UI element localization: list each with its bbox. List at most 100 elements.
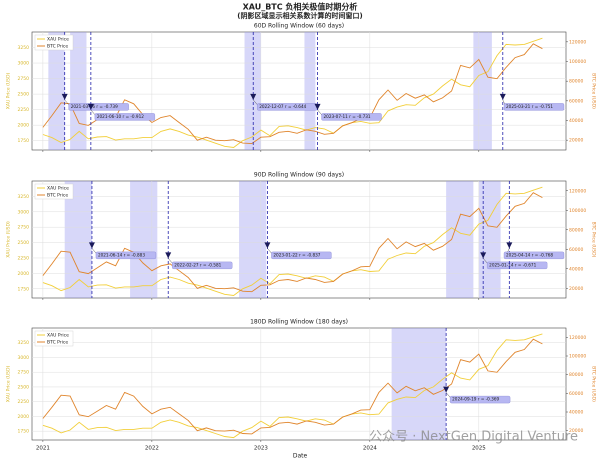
annotation-marker (499, 93, 506, 100)
y2-tick-label: 100000 (569, 354, 586, 360)
annotation-text: 2023-07-11 r = -0.731 (324, 114, 371, 119)
y-tick-label: 1750 (18, 138, 30, 144)
x-tick-label: 2022 (145, 446, 159, 452)
annotation-text: 2025-01-14 r = -0.671 (489, 262, 536, 267)
y2-tick-label: 120000 (569, 188, 586, 194)
series-line (42, 192, 543, 293)
legend-label: BTC Price (47, 340, 68, 346)
series-line (42, 37, 543, 148)
legend-label: BTC Price (47, 193, 68, 199)
y-tick-label: 3250 (18, 45, 30, 51)
y-tick-label: 3000 (18, 61, 30, 67)
annotation-marker (314, 103, 321, 110)
plot-area (31, 180, 567, 299)
series-line (42, 333, 543, 439)
x-tick-label: 2023 (254, 446, 268, 452)
y-tick-label: 2500 (18, 240, 30, 246)
y-tick-label: 1750 (18, 429, 30, 435)
annotation-box (68, 103, 129, 111)
y2-tick-label: 120000 (569, 335, 586, 341)
y2-tick-label: 120000 (569, 39, 586, 45)
annotation-text: 2021-06-10 r = -0.912 (97, 114, 144, 119)
annotation-marker (165, 252, 172, 259)
window-span (391, 328, 447, 440)
annotation-marker (250, 93, 257, 100)
annotation-text: 2024-09-19 r = -0.369 (452, 397, 499, 402)
y2-tick-label: 20000 (569, 428, 583, 434)
y-tick-label: 2250 (18, 399, 30, 405)
y-tick-label: 1750 (18, 286, 30, 292)
y-tick-label: 2000 (18, 414, 30, 420)
annotation-box (271, 251, 332, 260)
annotation-marker (443, 386, 450, 393)
y-axis-label: XAU Price (USD) (6, 221, 12, 258)
y2-tick-label: 80000 (569, 227, 583, 233)
window-span (478, 181, 501, 298)
y2-axis-label: BTC Price (USD) (591, 222, 597, 258)
window-span (130, 181, 158, 298)
y-tick-label: 2750 (18, 225, 30, 231)
y2-axis-label: BTC Price (USD) (591, 366, 597, 402)
annotation-box (321, 113, 382, 121)
y-tick-label: 3000 (18, 355, 30, 361)
series-line (42, 338, 543, 435)
window-span (446, 181, 474, 298)
annotation-text: 2025-04-14 r = -0.768 (506, 252, 553, 257)
y-tick-label: 2750 (18, 370, 30, 376)
annotation-box (95, 251, 157, 260)
y-tick-label: 2000 (18, 271, 30, 277)
plot-area (31, 31, 567, 151)
y-tick-label: 2750 (18, 76, 30, 82)
plot-area (31, 327, 567, 441)
annotation-text: 2022-02-27 r = -0.581 (174, 262, 221, 267)
panel-title: 60D Rolling Window (60 days) (254, 23, 344, 30)
annotation-box (503, 251, 565, 260)
annotation-box (449, 395, 511, 404)
annotation-text: 2025-03-21 r = -0.751 (506, 104, 553, 109)
y-axis-label: XAU Price (USD) (6, 366, 12, 403)
y2-tick-label: 60000 (569, 391, 583, 397)
annotation-marker (480, 252, 487, 259)
window-span (473, 32, 492, 150)
y2-tick-label: 100000 (569, 59, 586, 65)
y2-tick-label: 60000 (569, 247, 583, 253)
panel-title: 180D Rolling Window (180 days) (250, 319, 348, 326)
y2-tick-label: 40000 (569, 266, 583, 272)
y2-tick-label: 20000 (569, 286, 583, 292)
annotation-marker (264, 242, 271, 249)
legend-label: XAU Price (47, 37, 69, 43)
y2-axis-label: BTC Price (USD) (591, 73, 597, 109)
x-tick-label: 2024 (363, 446, 377, 452)
y2-tick-label: 40000 (569, 410, 583, 416)
legend-label: XAU Price (47, 333, 69, 339)
x-tick-label: 2025 (472, 446, 486, 452)
annotation-marker (506, 242, 513, 249)
annotation-box (94, 113, 155, 121)
series-line (42, 43, 543, 145)
y2-tick-label: 80000 (569, 79, 583, 85)
y-tick-label: 3250 (18, 340, 30, 346)
annotation-text: 2021-06-14 r = -0.883 (98, 252, 145, 257)
y2-tick-label: 20000 (569, 138, 583, 144)
annotation-box (172, 261, 233, 270)
annotation-marker (61, 93, 68, 100)
annotation-marker (87, 103, 94, 110)
y-axis-label: XAU Price (USD) (6, 73, 12, 110)
y2-tick-label: 60000 (569, 98, 583, 104)
y2-tick-label: 80000 (569, 372, 583, 378)
window-span (239, 181, 267, 298)
panel-title: 90D Rolling Window (90 days) (254, 172, 344, 179)
legend-label: XAU Price (47, 186, 69, 192)
window-span (64, 181, 92, 298)
x-tick-label: 2021 (36, 446, 50, 452)
y-tick-label: 3250 (18, 194, 30, 200)
annotation-box (487, 261, 548, 270)
window-span (304, 32, 316, 150)
series-line (42, 186, 543, 296)
annotation-text: 2021-03-16 r = -0.739 (71, 104, 118, 109)
window-span (244, 32, 261, 150)
